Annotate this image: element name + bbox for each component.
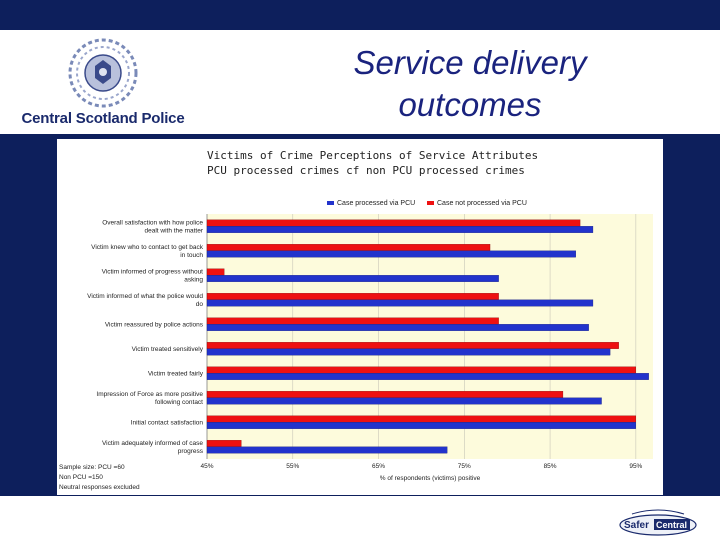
- category-label: Victim reassured by police actions: [105, 321, 204, 328]
- bar-non-pcu: [206, 391, 564, 398]
- x-tick-label: 65%: [372, 463, 385, 470]
- police-logo: Central Scotland Police: [18, 36, 188, 132]
- bar-non-pcu: [206, 293, 499, 300]
- legend-swatch-pcu: [327, 201, 334, 206]
- bar-pcu: [206, 250, 576, 258]
- bar-non-pcu: [206, 415, 636, 423]
- category-label: Victim informed of what the police would…: [87, 293, 203, 308]
- bar-pcu: [206, 422, 636, 429]
- slide-title: Service delivery outcomes: [300, 42, 640, 126]
- chart-subtitle: PCU processed crimes cf non PCU processe…: [207, 164, 525, 177]
- bar-chart: 45% 55% 65% 75% 85% 95% % of respondents (vict…: [87, 214, 649, 482]
- category-label: Victim treated fairly: [148, 370, 204, 377]
- legend-label-non-pcu: Case not processed via PCU: [437, 200, 527, 207]
- bar-pcu: [206, 348, 611, 356]
- safer-central-logo: Safer Central: [619, 509, 697, 536]
- category-label: Impression of Force as more positive foll…: [96, 391, 203, 406]
- x-tick-label: 55%: [286, 463, 299, 470]
- top-band: [0, 0, 720, 30]
- bar-pcu: [206, 226, 594, 233]
- bar-pcu: [206, 373, 649, 380]
- bar-non-pcu: [206, 219, 581, 227]
- bar-non-pcu: [206, 342, 619, 349]
- category-label: Victim knew who to contact to get back in…: [91, 244, 204, 259]
- x-tick-label: 45%: [200, 463, 213, 470]
- logo-text: Central Scotland Police: [21, 110, 185, 127]
- category-label: Overall satisfaction with how police deal…: [102, 219, 204, 234]
- header: Central Scotland Police Service delivery…: [0, 30, 720, 134]
- legend-label-pcu: Case processed via PCU: [337, 200, 416, 207]
- bar-non-pcu: [206, 268, 225, 276]
- bar-pcu: [206, 299, 594, 307]
- safer-text: Safer: [624, 520, 649, 531]
- bar-non-pcu: [206, 366, 636, 374]
- x-tick-label: 75%: [458, 463, 471, 470]
- legend-swatch-non-pcu: [427, 201, 434, 206]
- bar-non-pcu: [206, 440, 242, 447]
- category-label: Victim informed of progress without askin…: [102, 268, 204, 283]
- bar-pcu: [206, 275, 499, 282]
- bar-pcu: [206, 446, 448, 454]
- legend-item-pcu: Case processed via PCU: [327, 200, 415, 207]
- footer: Safer Central: [0, 496, 720, 540]
- category-label: Initial contact satisfaction: [131, 419, 204, 426]
- x-axis-label: % of respondents (victims) positive: [380, 475, 481, 482]
- slide-title-line2: outcomes: [398, 86, 542, 123]
- x-tick-label: 95%: [629, 463, 642, 470]
- bar-pcu: [206, 397, 602, 405]
- chart-title: Victims of Crime Perceptions of Service …: [207, 149, 539, 162]
- x-tick-label: 85%: [544, 463, 557, 470]
- category-label: Victim treated sensitively: [132, 346, 204, 353]
- slide-title-line1: Service delivery: [353, 44, 587, 81]
- bar-non-pcu: [206, 244, 491, 251]
- bar-non-pcu: [206, 317, 499, 325]
- police-crest-icon: [68, 38, 138, 108]
- footnote-non-pcu: Non PCU =150: [59, 474, 103, 481]
- legend-item-non-pcu: Case not processed via PCU: [427, 200, 527, 207]
- chart-panel: Victims of Crime Perceptions of Service …: [57, 139, 663, 495]
- footnote-sample-size: Sample size: PCU =60: [59, 464, 125, 471]
- bar-pcu: [206, 324, 589, 331]
- category-label: Victim adequately informed of case progre…: [102, 440, 204, 455]
- footnote-neutral: Neutral responses excluded: [59, 484, 140, 491]
- central-text: Central: [656, 520, 687, 530]
